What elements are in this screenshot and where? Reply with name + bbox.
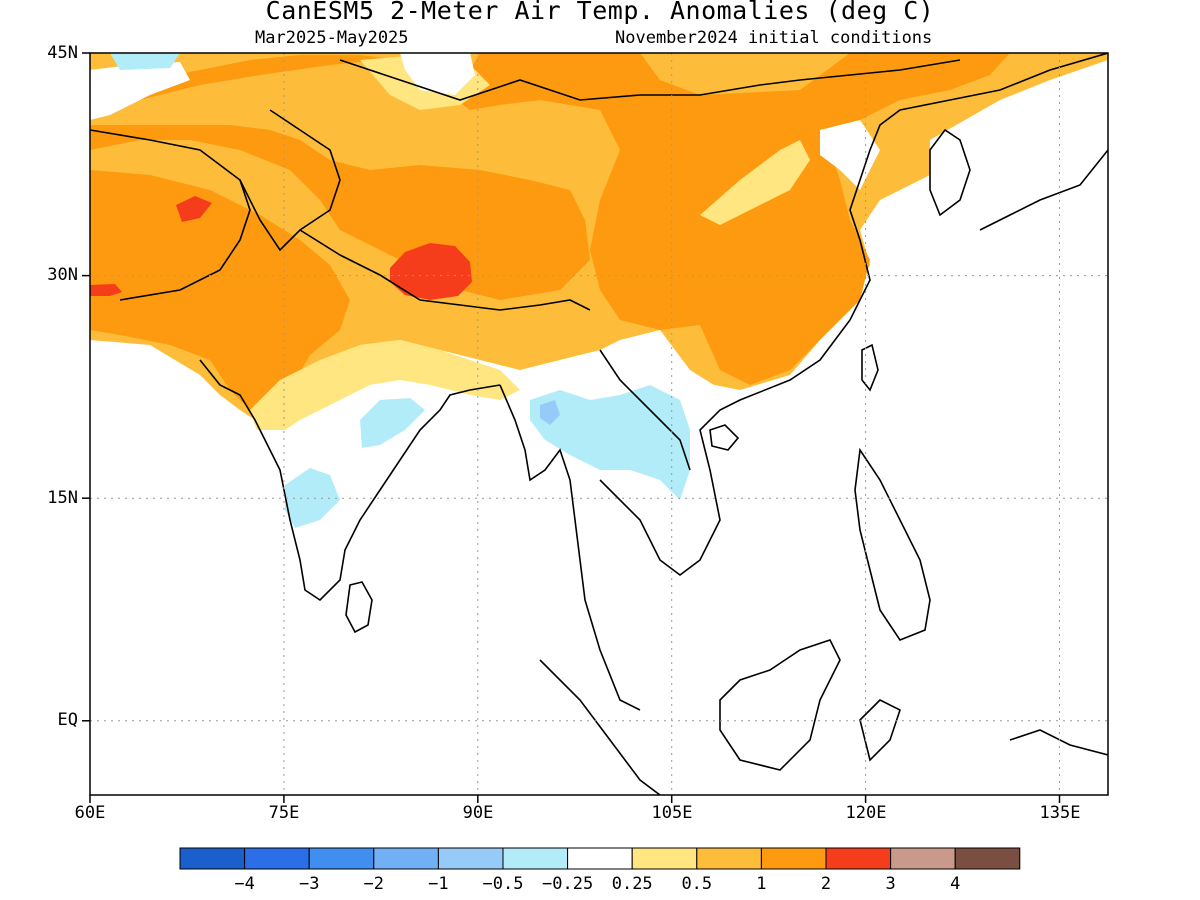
colorbar-swatch — [308, 847, 375, 870]
anomaly-region-1-2-west — [90, 125, 590, 300]
coastline-korea — [929, 128, 971, 217]
lat-label-15n: 15N — [47, 488, 78, 508]
colorbar-swatch — [179, 847, 246, 870]
colorbar-label: −2 — [364, 874, 384, 894]
lon-label-90e: 90E — [462, 803, 494, 823]
anomaly-region-1-2-south — [90, 170, 350, 420]
colorbar-label: 2 — [821, 874, 831, 894]
lon-label-120e: 120E — [845, 803, 887, 823]
anomaly-region-hot-west — [90, 284, 122, 296]
lat-label-eq: EQ — [57, 710, 78, 730]
anomaly-region-0.25-0.5-east — [700, 140, 810, 225]
colorbar-swatch — [954, 847, 1021, 870]
colorbar-label: 0.5 — [681, 874, 712, 894]
anomaly-field — [90, 53, 1108, 795]
anomaly-region-neutral-mongolia — [400, 53, 475, 95]
coastline-japan — [979, 149, 1108, 231]
map-gridlines — [90, 53, 1108, 795]
colorbar-label: 3 — [885, 874, 895, 894]
colorbar-label: −0.25 — [542, 874, 593, 894]
coastlines — [90, 53, 1108, 795]
coastline-sumatra — [539, 659, 661, 795]
colorbar-label: −0.5 — [483, 874, 524, 894]
border-himalaya — [299, 229, 591, 311]
coastline-hainan — [709, 424, 740, 451]
coastline-sulawesi — [859, 699, 901, 762]
colorbar-label: −3 — [299, 874, 319, 894]
anomaly-region-neutral-south — [90, 430, 1108, 795]
coastline-indochina — [599, 53, 1108, 576]
colorbar-swatch — [373, 847, 439, 870]
colorbar: −4 −3 −2 −1 −0.5 −0.25 0.25 0.5 1 2 3 4 — [179, 847, 1021, 894]
lon-label-105e: 105E — [651, 803, 693, 823]
colorbar-label: −4 — [234, 874, 254, 894]
coastline-india — [199, 359, 501, 602]
border-indochina — [599, 349, 691, 471]
coastline-borneo — [719, 639, 841, 771]
lon-label-75e: 75E — [268, 803, 300, 823]
colorbar-label: 1 — [756, 874, 766, 894]
anomaly-region-cool-india — [285, 468, 340, 528]
lon-label-60e: 60E — [74, 803, 106, 823]
map-frame — [89, 52, 1109, 796]
map-title: CanESM5 2-Meter Air Temp. Anomalies (deg… — [265, 0, 935, 25]
colorbar-swatch — [760, 847, 827, 870]
coastline-philippines — [854, 447, 931, 641]
coastline-burma — [499, 384, 641, 711]
coastline-taiwan — [861, 343, 879, 392]
colorbar-swatch — [631, 847, 698, 870]
lon-label-135e: 135E — [1039, 803, 1081, 823]
anomaly-region-cool-indochina — [530, 385, 690, 500]
colorbar-swatch — [244, 847, 310, 870]
anomaly-region-1-2 — [90, 53, 1010, 385]
colorbar-swatch — [502, 847, 569, 870]
anomaly-region-neutral-kazakh — [90, 62, 190, 120]
border-westasia — [90, 109, 341, 252]
colorbar-label: −1 — [428, 874, 448, 894]
anomaly-region-cool-kazakh — [110, 53, 180, 70]
coastline-newguinea — [1009, 729, 1108, 756]
border-pakistan — [119, 179, 251, 301]
lat-label-45n: 45N — [47, 43, 78, 63]
lat-label-30n: 30N — [47, 265, 78, 285]
colorbar-swatch — [567, 847, 633, 870]
initial-conditions: November2024 initial conditions — [615, 28, 933, 48]
colorbar-swatch — [696, 847, 762, 870]
colorbar-label: 0.25 — [612, 874, 653, 894]
colorbar-swatch — [890, 847, 956, 870]
anomaly-region-neutral-korea — [820, 120, 880, 190]
axis-ticks — [82, 52, 1061, 803]
anomaly-region-neutral-japan — [930, 60, 1108, 210]
anomaly-region-cool-bengal — [360, 398, 425, 448]
anomaly-region-neutral-seasia — [520, 200, 1108, 430]
anomaly-region-cool-myanmar — [540, 400, 560, 425]
coastline-srilanka — [345, 581, 373, 634]
colorbar-swatch — [825, 847, 892, 870]
colorbar-label: 4 — [950, 874, 960, 894]
anomaly-region-hot-afghanistan — [176, 196, 212, 222]
border-china-north — [339, 59, 961, 101]
anomaly-region-hot-tibet — [390, 243, 472, 300]
forecast-period: Mar2025-May2025 — [255, 28, 409, 48]
colorbar-swatch — [437, 847, 504, 870]
